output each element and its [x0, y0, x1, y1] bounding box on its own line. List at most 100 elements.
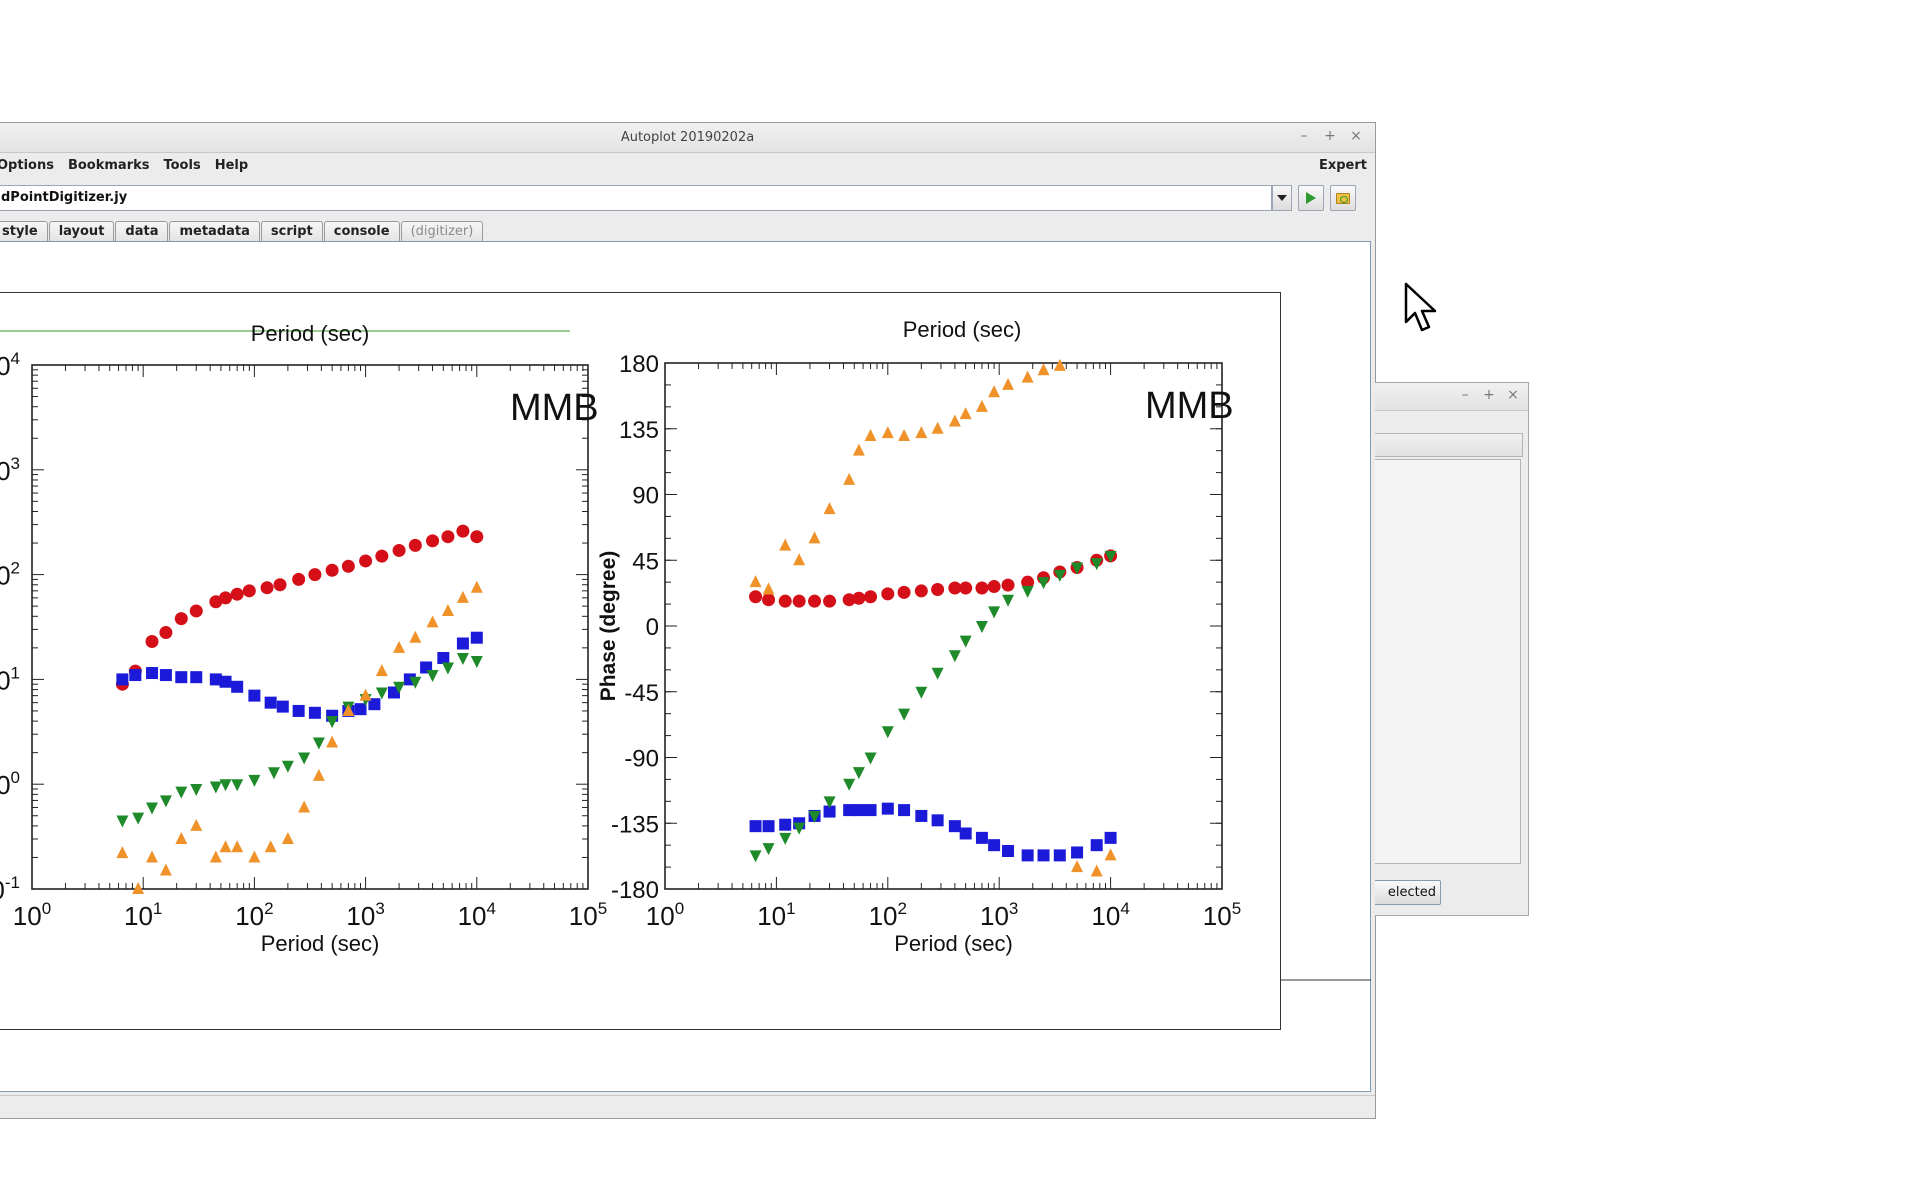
data-point-triangle [175, 831, 188, 844]
tab-script[interactable]: script [260, 221, 323, 241]
menu-bar: Options Bookmarks Tools Help Expert [0, 153, 1375, 179]
digitizer-point-list[interactable] [1375, 459, 1521, 864]
data-point-down-triangle [159, 795, 172, 808]
data-point-square [1053, 849, 1066, 862]
data-point-down-triangle [146, 802, 159, 815]
data-point-circle [260, 581, 274, 595]
data-point-triangle [988, 385, 1001, 398]
data-point-circle [159, 626, 173, 640]
data-point-down-triangle [1002, 594, 1015, 607]
digitizer-maximize-button[interactable]: + [1483, 387, 1495, 403]
tab-metadata[interactable]: metadata [169, 221, 260, 241]
data-point-triangle [1037, 363, 1050, 376]
data-point-down-triangle [959, 635, 972, 648]
url-dropdown-button[interactable] [1272, 185, 1292, 211]
data-point-circle [189, 604, 203, 618]
tab-digitizer[interactable]: (digitizer) [400, 221, 484, 241]
data-point-triangle [470, 580, 483, 593]
data-point-triangle [359, 688, 372, 701]
tab-console[interactable]: console [323, 221, 400, 241]
data-point-square [931, 814, 944, 827]
data-point-down-triangle [1090, 558, 1103, 571]
menu-bookmarks[interactable]: Bookmarks [67, 158, 150, 173]
data-point-circle [456, 524, 470, 538]
data-point-triangle [1021, 370, 1034, 383]
data-point-circle [392, 543, 406, 557]
data-point-down-triangle [132, 812, 145, 825]
data-point-square [276, 700, 289, 713]
data-point-down-triangle [441, 662, 454, 675]
data-point-square [779, 818, 792, 831]
digitized-figure-image[interactable]: 10010110210310410510-1100101102103104Per… [0, 292, 1281, 1030]
data-point-square [248, 689, 261, 702]
maximize-button[interactable]: + [1324, 128, 1336, 144]
data-point-square [1090, 839, 1103, 852]
chart-title: Period (sec) [251, 321, 370, 346]
data-point-down-triangle [915, 686, 928, 699]
delete-selected-label: elected [1387, 885, 1436, 900]
data-point-square [1071, 846, 1084, 859]
digitizer-title-bar[interactable]: – + × [1375, 383, 1528, 411]
data-point-down-triangle [988, 606, 1001, 619]
data-point-circle [1021, 575, 1035, 589]
browse-button[interactable] [1330, 185, 1356, 211]
delete-selected-button[interactable]: elected [1375, 880, 1441, 905]
data-point-square [175, 671, 188, 684]
tab-data[interactable]: data [115, 221, 169, 241]
data-point-square [456, 637, 469, 650]
data-point-triangle [456, 590, 469, 603]
plot-button[interactable] [1298, 185, 1324, 211]
menu-tools[interactable]: Tools [163, 158, 201, 173]
window-controls: – + × [1297, 128, 1363, 144]
data-point-circle [762, 593, 776, 607]
data-point-circle [808, 594, 822, 608]
data-point-circle [242, 584, 256, 598]
data-point-triangle [312, 768, 325, 781]
url-input[interactable]: dPointDigitizer.jy [0, 185, 1272, 211]
data-point-square [1104, 831, 1117, 844]
data-point-circle [749, 590, 763, 604]
close-button[interactable]: × [1350, 128, 1362, 144]
x-tick-label: 105 [1203, 899, 1241, 931]
data-point-circle [823, 594, 837, 608]
minimize-button[interactable]: – [1300, 128, 1308, 144]
data-point-circle [426, 534, 440, 548]
data-point-down-triangle [793, 822, 806, 835]
y-tick-label: 180 [619, 351, 659, 378]
data-point-circle [1001, 578, 1015, 592]
data-point-triangle [898, 429, 911, 442]
magnitude-panel: 10010110210310410510-1100101102103104Per… [0, 321, 607, 956]
data-point-square [116, 673, 129, 686]
data-point-triangle [793, 553, 806, 566]
digitizer-minimize-button[interactable]: – [1461, 387, 1469, 403]
chart-annotation: MMB [510, 387, 599, 429]
data-point-square [959, 827, 972, 840]
menu-expert[interactable]: Expert [1318, 158, 1367, 173]
menu-help[interactable]: Help [214, 158, 249, 173]
plot-frame [664, 362, 1223, 890]
y-tick-label: -45 [624, 680, 659, 707]
menu-options[interactable]: Options [0, 158, 54, 173]
tab-layout[interactable]: layout [48, 221, 115, 241]
data-point-triangle [948, 414, 961, 427]
data-point-square [1021, 849, 1034, 862]
data-point-square [146, 667, 159, 680]
data-point-down-triangle [409, 676, 422, 689]
data-point-triangle [931, 421, 944, 434]
status-bar [0, 1095, 1375, 1117]
digitizer-close-button[interactable]: × [1507, 387, 1519, 403]
data-point-triangle [1053, 358, 1066, 371]
data-point-square [762, 820, 775, 833]
title-bar[interactable]: Autoplot 20190202a – + × [0, 123, 1375, 153]
digitizer-window-controls: – + × [1458, 387, 1520, 403]
data-point-triangle [190, 818, 203, 831]
data-point-square [852, 804, 865, 817]
data-point-triangle [959, 407, 972, 420]
data-point-down-triangle [209, 781, 222, 794]
data-point-triangle [808, 531, 821, 544]
data-point-triangle [342, 703, 355, 716]
data-point-circle [842, 593, 856, 607]
tab-style[interactable]: style [0, 221, 48, 241]
data-point-circle [325, 563, 339, 577]
data-point-triangle [852, 443, 865, 456]
